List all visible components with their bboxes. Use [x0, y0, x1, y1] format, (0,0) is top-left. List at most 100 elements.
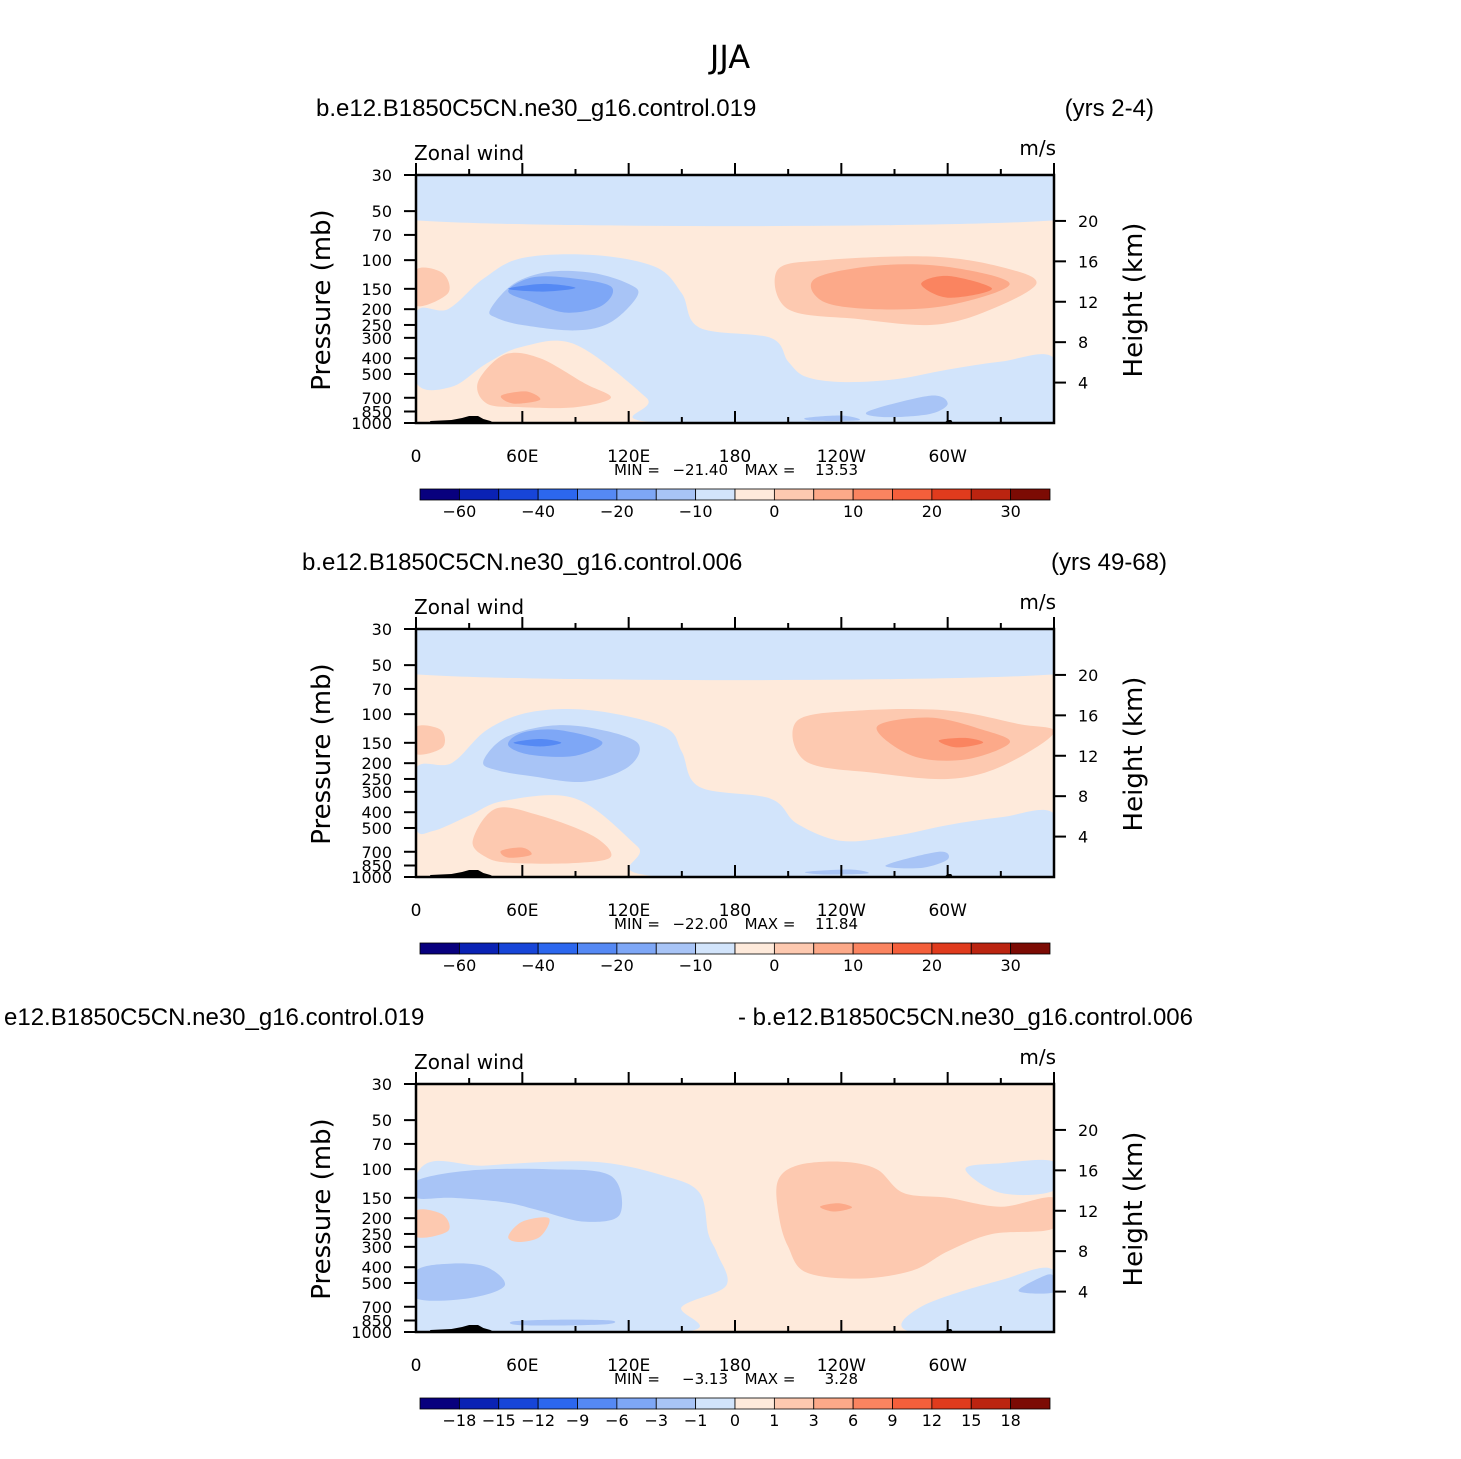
contour-region	[938, 737, 984, 748]
panels-group: b.e12.B1850C5CN.ne30_g16.control.019 (yrs…	[4, 95, 1193, 1430]
contour-region	[921, 275, 992, 298]
contour-region	[500, 847, 532, 858]
y2-axis-label: Height (km)	[1119, 1132, 1149, 1287]
x-tick-label: 0	[411, 1356, 422, 1376]
max-value: 13.53	[815, 461, 858, 479]
years-label: - b.e12.B1850C5CN.ne30_g16.control.006	[738, 1004, 1193, 1031]
colorbar: −18 −15 −12 −9 −6 −3 −1 0 1 3 6 9 12 15 18	[419, 1397, 1051, 1430]
y-tick-label: 300	[361, 783, 392, 802]
units-label: m/s	[1019, 136, 1056, 160]
contour-region	[416, 195, 1054, 423]
colorbar-box	[734, 942, 775, 955]
colorbar-box	[1010, 942, 1051, 955]
y2-tick-label: 12	[1078, 747, 1098, 766]
field-title: Zonal wind	[414, 595, 524, 619]
y-tick-label: 200	[361, 1209, 392, 1228]
topography-mask	[430, 1325, 494, 1332]
max-value: 3.28	[825, 1370, 858, 1388]
y2-axis-label: Height (km)	[1119, 677, 1149, 832]
colorbar-label: 20	[922, 956, 942, 975]
colorbar-box	[616, 488, 657, 501]
colorbar-label: 0	[730, 1411, 740, 1430]
colorbar-box	[577, 488, 618, 501]
contour-region	[1018, 1274, 1054, 1294]
y2-tick-label: 8	[1078, 1242, 1088, 1261]
contour-region	[965, 1159, 1054, 1196]
colorbar-box	[537, 1397, 578, 1410]
contour-region	[416, 1263, 506, 1301]
colorbar-label: −6	[605, 1411, 629, 1430]
y-tick-label: 400	[361, 803, 392, 822]
colorbar-label: 6	[848, 1411, 858, 1430]
y-tick-label: 30	[372, 620, 392, 639]
y-tick-label: 100	[361, 251, 392, 270]
contour-region	[416, 1168, 623, 1222]
y-axis-label: Pressure (mb)	[307, 1118, 337, 1299]
colorbar-box	[892, 942, 933, 955]
case-label: b.e12.B1850C5CN.ne30_g16.control.019	[316, 95, 756, 122]
colorbar-label: 15	[961, 1411, 981, 1430]
colorbar-label: −10	[679, 956, 713, 975]
min-value: −22.00	[672, 915, 728, 933]
y-tick-label: 700	[361, 843, 392, 862]
x-tick-label: 180	[719, 447, 751, 467]
colorbar-box	[577, 942, 618, 955]
contour-region	[416, 267, 450, 307]
colorbar-box	[813, 1397, 854, 1410]
colorbar-label: 12	[922, 1411, 942, 1430]
page-title: JJA	[708, 38, 750, 76]
units-label: m/s	[1019, 590, 1056, 614]
x-tick-label: 60E	[506, 447, 538, 467]
contour-field	[416, 1084, 1054, 1332]
max-value: 11.84	[815, 915, 858, 933]
contour-region	[416, 649, 1054, 877]
colorbar-box	[813, 488, 854, 501]
y-tick-label: 150	[361, 280, 392, 299]
x-tick-label: 120E	[607, 1356, 650, 1376]
colorbar-label: −20	[600, 502, 634, 521]
min-label: MIN =	[614, 915, 660, 933]
colorbar-box	[931, 488, 972, 501]
colorbar-label: 18	[1000, 1411, 1020, 1430]
y-tick-label: 200	[361, 300, 392, 319]
colorbar-box	[655, 942, 697, 955]
x-tick-label: 0	[411, 901, 422, 921]
topography-mask	[430, 416, 494, 423]
colorbar-box	[1010, 488, 1051, 501]
units-label: m/s	[1019, 1045, 1056, 1069]
contour-region	[508, 283, 576, 292]
x-tick-label: 60W	[928, 447, 967, 467]
colorbar: −60 −40 −20 −10 0 10 20 30	[419, 488, 1051, 521]
colorbar-label: 0	[769, 502, 779, 521]
y-tick-label: 500	[361, 365, 392, 384]
topography-mask	[430, 870, 494, 877]
contour-region	[416, 629, 1054, 681]
x-tick-label: 0	[411, 447, 422, 467]
colorbar-box	[734, 1397, 775, 1410]
y2-tick-label: 20	[1078, 1121, 1098, 1140]
colorbar-box	[892, 1397, 933, 1410]
y-tick-label: 70	[372, 226, 392, 245]
colorbar-box	[577, 1397, 618, 1410]
min-label: MIN =	[614, 461, 660, 479]
colorbar-box	[931, 1397, 972, 1410]
colorbar-box	[458, 942, 500, 955]
y-tick-label: 250	[361, 316, 392, 335]
y-tick-label: 100	[361, 705, 392, 724]
y-tick-label: 850	[361, 403, 392, 422]
colorbar-box	[773, 942, 815, 955]
contour-region	[416, 1209, 450, 1238]
y2-tick-label: 4	[1078, 1283, 1088, 1302]
y-tick-label: 1000	[351, 1323, 392, 1342]
y2-tick-label: 20	[1078, 666, 1098, 685]
y-tick-label: 70	[372, 680, 392, 699]
min-label: MIN =	[614, 1370, 660, 1388]
x-tick-label: 180	[719, 901, 751, 921]
max-label: MAX =	[745, 1370, 796, 1388]
y-tick-label: 250	[361, 770, 392, 789]
colorbar-box	[419, 488, 460, 501]
contour-region	[416, 725, 445, 755]
y-tick-label: 300	[361, 329, 392, 348]
x-tick-label: 60W	[928, 1356, 967, 1376]
